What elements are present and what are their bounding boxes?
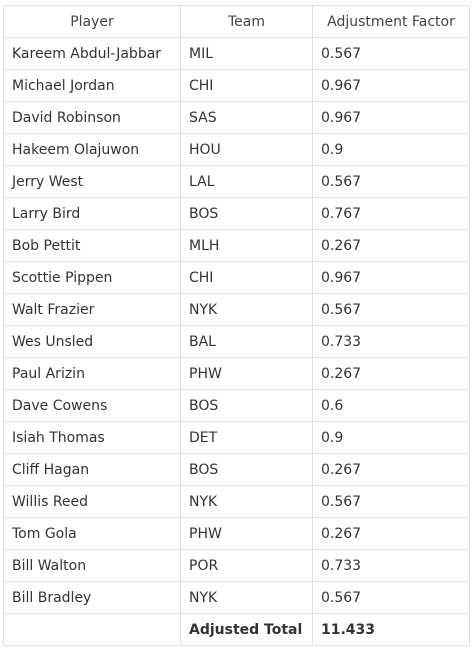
team-cell: BOS [181, 390, 313, 422]
table-row: Paul Arizin PHW 0.267 [4, 358, 470, 390]
team-cell: PHW [181, 518, 313, 550]
player-cell: Willis Reed [4, 486, 181, 518]
player-cell: Bob Pettit [4, 230, 181, 262]
factor-cell: 0.6 [313, 390, 470, 422]
total-empty-cell [4, 614, 181, 646]
table-row: Jerry West LAL 0.567 [4, 166, 470, 198]
team-cell: BOS [181, 454, 313, 486]
factor-cell: 0.567 [313, 294, 470, 326]
total-label: Adjusted Total [181, 614, 313, 646]
factor-cell: 0.567 [313, 486, 470, 518]
table-row: Hakeem Olajuwon HOU 0.9 [4, 134, 470, 166]
table-row: Cliff Hagan BOS 0.267 [4, 454, 470, 486]
factor-cell: 0.967 [313, 102, 470, 134]
team-cell: SAS [181, 102, 313, 134]
player-cell: Walt Frazier [4, 294, 181, 326]
factor-cell: 0.567 [313, 38, 470, 70]
team-cell: MIL [181, 38, 313, 70]
team-cell: PHW [181, 358, 313, 390]
factor-cell: 0.267 [313, 454, 470, 486]
table-row: Scottie Pippen CHI 0.967 [4, 262, 470, 294]
table-row: Michael Jordan CHI 0.967 [4, 70, 470, 102]
player-cell: Cliff Hagan [4, 454, 181, 486]
team-cell: HOU [181, 134, 313, 166]
table-row: David Robinson SAS 0.967 [4, 102, 470, 134]
player-cell: Scottie Pippen [4, 262, 181, 294]
player-cell: Hakeem Olajuwon [4, 134, 181, 166]
adjustment-factor-table: Player Team Adjustment Factor Kareem Abd… [3, 5, 470, 646]
header-row: Player Team Adjustment Factor [4, 6, 470, 38]
player-cell: Bill Bradley [4, 582, 181, 614]
team-cell: CHI [181, 262, 313, 294]
header-player: Player [4, 6, 181, 38]
team-cell: BAL [181, 326, 313, 358]
player-cell: Dave Cowens [4, 390, 181, 422]
factor-cell: 0.567 [313, 582, 470, 614]
player-cell: David Robinson [4, 102, 181, 134]
team-cell: MLH [181, 230, 313, 262]
factor-cell: 0.9 [313, 422, 470, 454]
table-row: Tom Gola PHW 0.267 [4, 518, 470, 550]
total-row: Adjusted Total 11.433 [4, 614, 470, 646]
player-cell: Isiah Thomas [4, 422, 181, 454]
player-cell: Jerry West [4, 166, 181, 198]
player-cell: Kareem Abdul-Jabbar [4, 38, 181, 70]
team-cell: CHI [181, 70, 313, 102]
total-value: 11.433 [313, 614, 470, 646]
factor-cell: 0.267 [313, 230, 470, 262]
table-row: Bill Walton POR 0.733 [4, 550, 470, 582]
team-cell: NYK [181, 486, 313, 518]
factor-cell: 0.733 [313, 326, 470, 358]
factor-cell: 0.967 [313, 262, 470, 294]
factor-cell: 0.267 [313, 518, 470, 550]
table-row: Kareem Abdul-Jabbar MIL 0.567 [4, 38, 470, 70]
table-row: Bill Bradley NYK 0.567 [4, 582, 470, 614]
table-body: Kareem Abdul-Jabbar MIL 0.567 Michael Jord… [4, 38, 470, 646]
factor-cell: 0.567 [313, 166, 470, 198]
player-cell: Michael Jordan [4, 70, 181, 102]
table-row: Larry Bird BOS 0.767 [4, 198, 470, 230]
table-row: Dave Cowens BOS 0.6 [4, 390, 470, 422]
player-cell: Larry Bird [4, 198, 181, 230]
player-cell: Wes Unsled [4, 326, 181, 358]
team-cell: NYK [181, 582, 313, 614]
table-row: Bob Pettit MLH 0.267 [4, 230, 470, 262]
header-team: Team [181, 6, 313, 38]
player-cell: Tom Gola [4, 518, 181, 550]
table-row: Walt Frazier NYK 0.567 [4, 294, 470, 326]
player-cell: Bill Walton [4, 550, 181, 582]
header-adjustment-factor: Adjustment Factor [313, 6, 470, 38]
factor-cell: 0.733 [313, 550, 470, 582]
factor-cell: 0.267 [313, 358, 470, 390]
table-row: Willis Reed NYK 0.567 [4, 486, 470, 518]
table-row: Wes Unsled BAL 0.733 [4, 326, 470, 358]
player-cell: Paul Arizin [4, 358, 181, 390]
team-cell: BOS [181, 198, 313, 230]
factor-cell: 0.967 [313, 70, 470, 102]
team-cell: NYK [181, 294, 313, 326]
table-container: Player Team Adjustment Factor Kareem Abd… [3, 5, 470, 646]
team-cell: DET [181, 422, 313, 454]
team-cell: LAL [181, 166, 313, 198]
factor-cell: 0.9 [313, 134, 470, 166]
team-cell: POR [181, 550, 313, 582]
factor-cell: 0.767 [313, 198, 470, 230]
table-row: Isiah Thomas DET 0.9 [4, 422, 470, 454]
